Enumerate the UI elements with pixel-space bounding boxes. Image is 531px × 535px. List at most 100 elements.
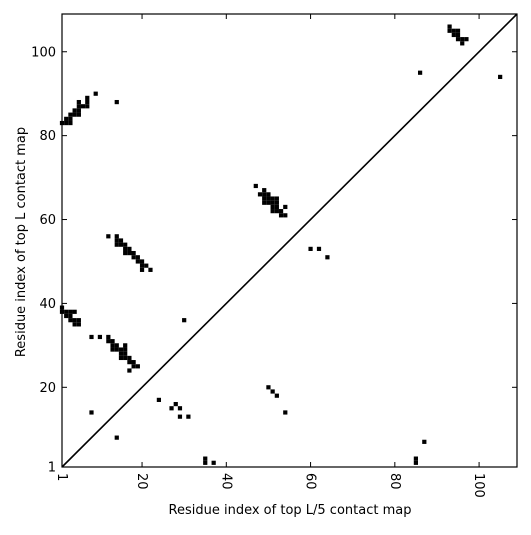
contact-point [270,389,275,394]
contact-point [139,267,145,272]
contact-point [123,250,128,256]
contact-point [76,99,81,105]
contact-point [85,95,90,100]
contact-point [68,116,73,121]
contact-point [139,259,145,264]
contact-point [68,112,73,117]
contact-point [114,343,119,348]
contact-point [123,343,128,348]
contact-point [464,37,469,42]
contact-point [114,435,119,440]
contact-point [76,318,81,323]
contact-point [274,393,279,398]
contact-point [156,397,162,402]
contact-point [262,192,267,197]
contact-point [460,41,465,46]
contact-point [114,347,119,352]
x-tick-label: 1 [54,473,69,481]
contact-point [64,309,69,314]
y-tick-label: 80 [39,129,56,144]
x-axis-label: Residue index of top L/5 contact map [169,503,412,518]
contact-point [270,209,275,214]
contact-point [123,351,128,356]
contact-point [123,347,128,352]
contact-point [262,200,267,205]
contact-point [316,246,322,251]
frame-layer [61,13,518,468]
contact-point [203,460,208,465]
contact-point [118,238,124,243]
contact-point [68,313,73,319]
contact-point [131,360,136,365]
contact-point [89,334,94,340]
contact-point [110,343,115,348]
contact-point [64,116,69,121]
contact-point [118,242,124,247]
contact-point [68,318,73,323]
points-layer [59,24,503,465]
contact-point [85,99,90,105]
x-tick-label: 80 [387,473,402,490]
contact-point [72,318,77,323]
contact-point [123,355,128,361]
contact-point [451,28,456,33]
contact-point [127,250,132,256]
contact-point [106,339,111,344]
contact-point [68,120,73,126]
contact-point [118,347,124,352]
contact-point [177,414,183,419]
x-tick-label: 40 [218,473,233,490]
contact-point [270,200,275,205]
contact-point [72,112,77,117]
contact-point [114,234,119,239]
contact-point [262,188,267,193]
contact-point [266,385,271,390]
contact-point [455,32,461,38]
contact-point [266,200,271,205]
contact-point [114,242,119,247]
contact-point [68,309,73,314]
contact-point [460,37,465,42]
x-tick-label: 100 [471,473,486,498]
contact-point [110,347,115,352]
y-tick-label: 40 [39,297,56,312]
contact-point [325,255,330,260]
contact-point [127,368,132,373]
contact-point [131,250,136,256]
contact-point [257,192,263,197]
contact-point [76,104,81,109]
contact-point [173,401,178,407]
contact-point [274,204,279,210]
contact-point [106,334,111,340]
contact-point [76,322,81,327]
contact-point [447,24,452,29]
contact-point [413,460,418,465]
contact-point [118,351,124,356]
diagonal-layer [61,13,518,468]
contact-point [169,406,174,411]
x-tick-label: 60 [303,473,318,490]
x-tick-label: 20 [134,473,149,490]
contact-point [97,334,103,340]
contact-point [283,213,288,218]
contact-point [114,99,119,105]
contact-point [123,242,128,247]
contact-point [135,364,140,369]
contact-point [123,246,128,251]
contact-point [89,410,94,415]
contact-point [139,263,145,268]
diagonal-line [61,13,518,468]
contact-point [114,238,119,243]
contact-point [76,108,81,113]
contact-point [64,120,69,126]
y-axis-label: Residue index of top L contact map [14,127,29,357]
contact-point [186,414,191,419]
contact-point [76,112,81,117]
contact-point [451,32,456,38]
plot-frame [61,13,518,468]
contact-point [110,339,115,344]
contact-point [72,309,77,314]
contact-point [274,196,279,201]
